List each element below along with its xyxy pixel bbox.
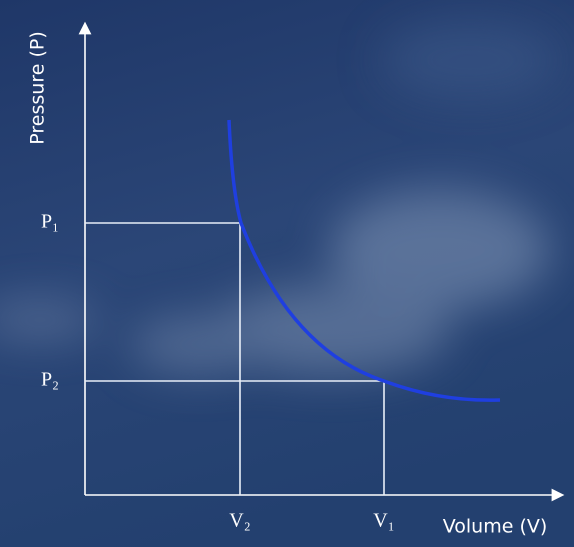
x-axis-label: Volume (V) xyxy=(443,516,548,538)
y-axis-label: Pressure (P) xyxy=(27,31,49,144)
pressure-label: P₁ xyxy=(41,211,59,233)
page: Pressure (P) Volume (V) P₁ P₂ V₂ V₁ (() … xyxy=(0,0,574,547)
diagram: Pressure (P) Volume (V) P₁ P₂ V₂ V₁ xyxy=(0,0,574,547)
volume-label: V₂ xyxy=(229,510,250,532)
volume-label: V₁ xyxy=(373,510,394,532)
pressure-label: P₂ xyxy=(41,369,59,391)
